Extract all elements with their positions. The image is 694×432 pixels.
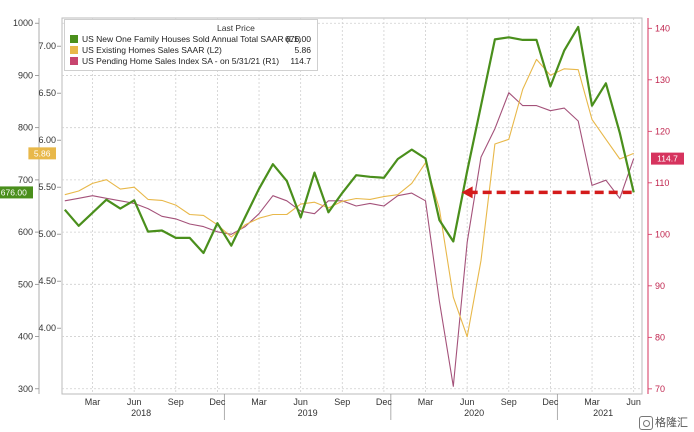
legend-item-new-home-sales: US New One Family Houses Sold Annual Tot… [70,34,315,44]
y-left2-tick-label: 6.00 [38,135,56,145]
y-left-tick-label: 700 [18,175,33,185]
y-left2-tick-label: 7.00 [38,41,56,51]
legend-swatch [70,57,78,65]
x-tick-label: Jun [626,397,641,407]
x-tick-label: Sep [334,397,350,407]
y-left2-tick-label: 5.00 [38,229,56,239]
x-tick-label: Dec [209,397,226,407]
y-left-tick-label: 500 [18,279,33,289]
flag-l1-bg [0,186,34,199]
y-left-tick-label: 1000 [13,18,33,28]
axes: Mar Jun Sep Dec Mar Jun Sep Dec Mar Jun Sep Dec Mar J… [13,18,670,420]
watermark-text: 格隆汇 [655,416,688,429]
watermark-logo-icon [639,416,653,430]
legend-label: US Pending Home Sales Index SA - on 5/31… [82,56,280,66]
x-year-label: 2018 [131,408,151,418]
x-tick-label: Mar [418,397,434,407]
x-tick-label: Jun [460,397,475,407]
y-left2-tick-label: 4.00 [38,323,56,333]
x-tick-label: Dec [376,397,393,407]
legend-title: Last Price [217,23,255,33]
y-left-tick-label: 400 [18,332,33,342]
legend-label: US Existing Homes Sales SAAR (L2) [82,45,222,55]
legend-label: US New One Family Houses Sold Annual Tot… [82,34,302,44]
x-year-label: 2021 [593,408,613,418]
x-year-label: 2019 [298,408,318,418]
grid-lines [61,17,643,395]
flag-l2-text: 5.86 [34,148,51,158]
y-right-tick-label: 70 [655,384,665,394]
y-right-tick-label: 120 [655,126,670,136]
y-right-tick-label: 140 [655,23,670,33]
legend-value: 676.00 [285,34,311,44]
series-line-phs [64,92,635,387]
y-right-tick-label: 100 [655,229,670,239]
legend-swatch [70,46,78,54]
y-right-tick-label: 130 [655,75,670,85]
y-left-tick-label: 900 [18,70,33,80]
x-year-label: 2020 [464,408,484,418]
flag-l2-bg [28,147,56,160]
y-left2-tick-label: 4.50 [38,276,56,286]
x-tick-label: Dec [542,397,559,407]
flag-r1-bg [651,152,684,165]
legend-item-existing-home-sales: US Existing Homes Sales SAAR (L2) 5.86 [70,45,315,55]
x-tick-label: Jun [127,397,142,407]
y-left-tick-label: 800 [18,123,33,133]
plot-frame [61,17,643,395]
flag-l1-text: 676.00 [1,187,27,197]
flag-r1-text: 114.7 [657,154,678,164]
legend-value: 114.7 [290,56,311,66]
x-tick-label: Sep [501,397,517,407]
annotation-arrow [461,186,632,199]
y-left2-tick-label: 5.50 [38,182,56,192]
annotation-arrowhead [461,186,473,199]
legend-value: 5.86 [294,45,311,55]
y-left-tick-label: 600 [18,227,33,237]
series-line-nhs [63,25,635,255]
y-left-tick-label: 300 [18,384,33,394]
watermark: 格隆汇 [639,414,688,430]
series-line-ehs [64,58,634,338]
x-tick-label: Mar [85,397,101,407]
value-flags: 676.00 5.86 114.7 [0,147,684,199]
y-right-tick-label: 80 [655,332,665,342]
legend: Last Price US New One Family Houses Sold… [64,19,318,71]
x-tick-label: Jun [293,397,308,407]
x-tick-label: Sep [168,397,184,407]
legend-item-pending-home-sales: US Pending Home Sales Index SA - on 5/31… [70,56,315,66]
series-lines [63,25,635,387]
legend-swatch [70,35,78,43]
y-left2-tick-label: 6.50 [38,88,56,98]
x-tick-label: Mar [584,397,600,407]
y-right-tick-label: 90 [655,281,665,291]
x-tick-label: Mar [251,397,267,407]
y-right-tick-label: 110 [655,178,669,188]
